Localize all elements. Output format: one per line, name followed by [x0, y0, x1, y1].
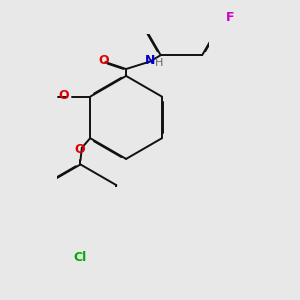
Text: Cl: Cl: [74, 251, 87, 264]
Text: H: H: [154, 58, 163, 68]
Text: O: O: [59, 89, 69, 102]
Text: F: F: [226, 11, 235, 24]
Text: N: N: [145, 53, 155, 67]
Text: O: O: [98, 53, 109, 67]
Text: O: O: [74, 143, 85, 156]
